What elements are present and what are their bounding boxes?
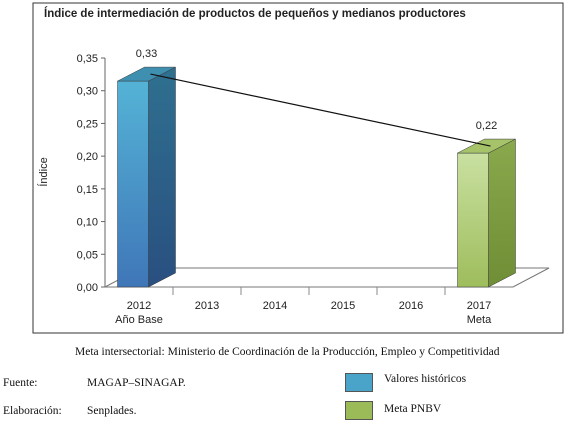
x-tick-sublabel: Año Base [115, 314, 163, 326]
bar [117, 80, 149, 288]
data-label: 0,33 [136, 48, 157, 60]
x-tick-label: 2013 [195, 300, 219, 312]
bar-top [457, 138, 516, 154]
elaboracion-value: Senplades. [87, 405, 137, 417]
y-tick-label: 0,15 [77, 184, 98, 196]
y-tick-label: 0,30 [77, 86, 98, 98]
y-tick-label: 0,20 [77, 151, 98, 163]
y-tick-label: 0,00 [77, 282, 98, 294]
x-tick-label: 2016 [399, 300, 423, 312]
x-tick-label: 2012 [127, 300, 151, 312]
x-tick-label: 2017 [467, 300, 491, 312]
plot-area: 0,00 0,05 0,10 0,15 0,20 0,25 0,30 0,35 2012 Año … [77, 48, 550, 326]
bar-side [148, 66, 176, 288]
y-axis-label: Índice [37, 157, 50, 186]
legend-swatch-meta [345, 401, 373, 420]
chart-title: Índice de intermediación de productos de… [44, 7, 466, 20]
x-tick-label: 2014 [263, 300, 287, 312]
y-tick-label: 0,05 [77, 249, 98, 261]
legend-label-meta: Meta PNBV [384, 403, 442, 415]
elaboracion-label: Elaboración: [3, 405, 62, 417]
bar-top [117, 66, 176, 82]
fuente-value: MAGAP–SINAGAP. [87, 377, 186, 389]
y-tick-label: 0,35 [77, 53, 98, 65]
bar [457, 152, 489, 288]
meta-intersectorial-note: Meta intersectorial: Ministerio de Coord… [75, 346, 500, 358]
trend-line [150, 73, 491, 147]
legend-label-historic: Valores históricos [384, 373, 467, 385]
x-tick-label: 2015 [331, 300, 355, 312]
chart: Índice de intermediación de productos de… [32, 2, 564, 334]
x-tick-sublabel: Meta [467, 314, 492, 326]
y-tick-label: 0,10 [77, 217, 98, 229]
fuente-label: Fuente: [3, 377, 38, 389]
bar-side [488, 138, 516, 288]
data-label: 0,22 [476, 120, 497, 132]
legend-swatch-historic [345, 373, 373, 392]
y-tick-label: 0,25 [77, 118, 98, 130]
